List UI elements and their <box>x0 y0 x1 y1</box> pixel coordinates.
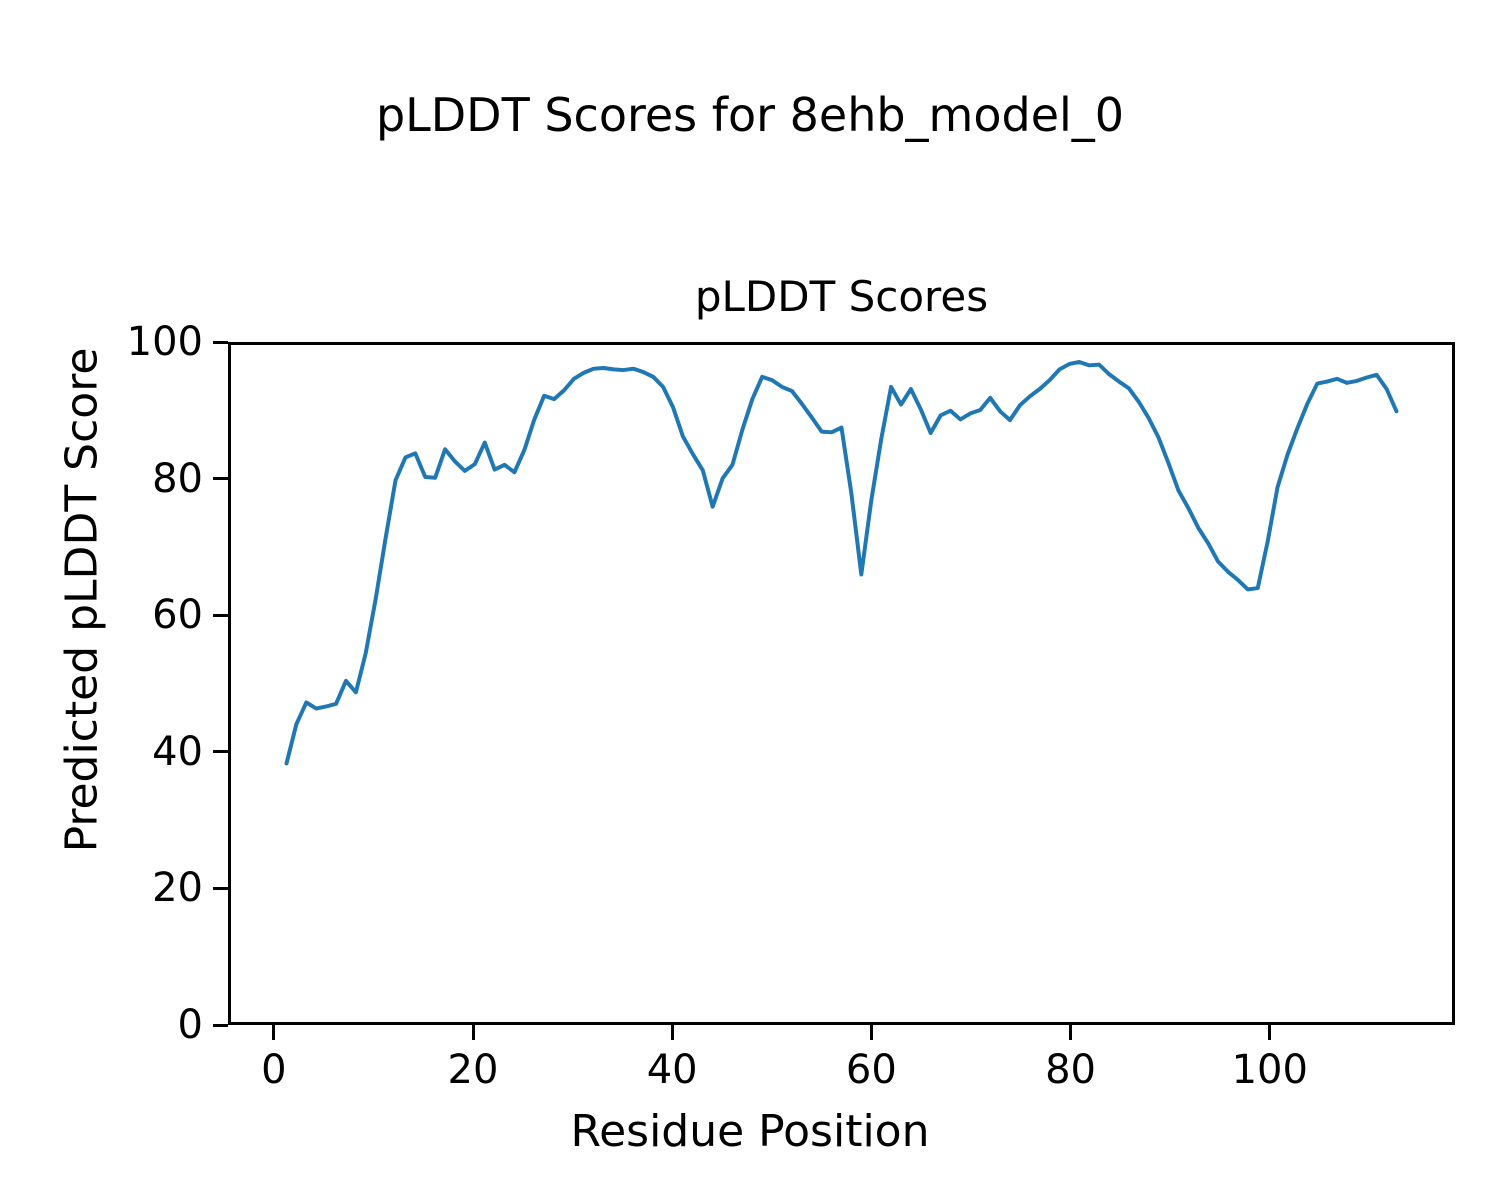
x-tick-mark <box>670 1025 674 1040</box>
y-tick-mark <box>213 1023 228 1027</box>
x-axis-label: Residue Position <box>570 1106 930 1157</box>
x-tick-label: 100 <box>1231 1047 1308 1093</box>
x-tick-mark <box>1069 1025 1073 1040</box>
y-tick-mark <box>213 340 228 344</box>
figure-title: pLDDT Scores for 8ehb_model_0 <box>375 88 1125 142</box>
y-tick-label: 20 <box>152 865 203 912</box>
x-tick-label: 40 <box>646 1047 698 1093</box>
x-tick-mark <box>869 1025 873 1040</box>
x-tick-label: 80 <box>1045 1047 1097 1093</box>
x-tick-mark <box>471 1025 475 1040</box>
y-tick-mark <box>213 886 228 890</box>
axes-title: pLDDT Scores <box>694 272 989 321</box>
x-tick-label: 0 <box>261 1047 287 1093</box>
x-tick-label: 20 <box>447 1047 499 1093</box>
y-tick-label: 40 <box>152 728 203 775</box>
plddt-line-chart <box>284 359 1399 766</box>
y-tick-label: 100 <box>126 319 203 365</box>
plot-area <box>228 342 1455 1025</box>
y-tick-label: 80 <box>152 455 203 502</box>
y-tick-mark <box>213 477 228 481</box>
y-tick-mark <box>213 750 228 754</box>
plddt-line <box>284 359 1399 766</box>
y-tick-mark <box>213 613 228 617</box>
y-tick-label: 60 <box>152 592 203 639</box>
y-tick-label: 0 <box>177 1002 203 1048</box>
x-tick-mark <box>272 1025 276 1040</box>
x-tick-label: 60 <box>845 1047 897 1093</box>
x-tick-mark <box>1268 1025 1272 1040</box>
